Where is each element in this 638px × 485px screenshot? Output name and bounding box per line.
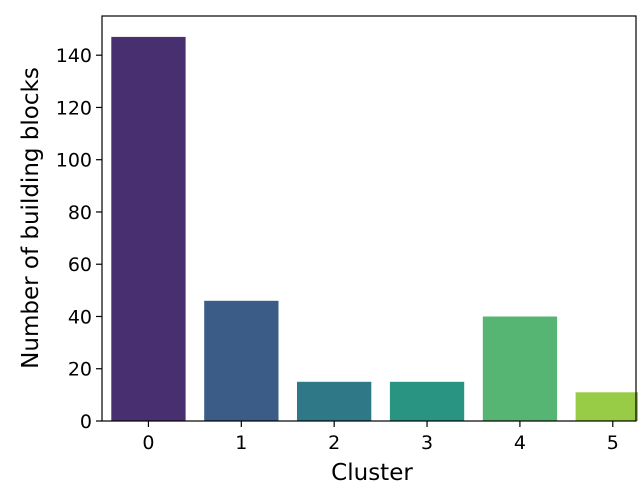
plot-frame [101, 15, 637, 422]
y-axis-ticks: 0 20 40 60 80 100 120 140 [56, 45, 102, 433]
x-axis-title: Cluster [331, 460, 413, 485]
y-tick-label: 100 [56, 150, 92, 172]
x-tick-label: 1 [235, 432, 247, 454]
y-axis-title: Number of building blocks [18, 67, 44, 369]
bar-cluster-5 [575, 392, 638, 421]
bar-cluster-1 [204, 300, 279, 421]
x-tick-label: 0 [142, 432, 154, 454]
bar-cluster-0 [111, 36, 186, 422]
axes-group [101, 15, 637, 422]
bars-group [111, 36, 638, 422]
x-tick-label: 5 [607, 432, 619, 454]
bar-cluster-2 [297, 381, 372, 421]
x-tick-label: 2 [328, 432, 340, 454]
y-tick-label: 20 [68, 359, 92, 381]
x-axis-ticks: 0 1 2 3 4 5 [142, 421, 619, 454]
bar-cluster-3 [389, 381, 465, 421]
y-tick-label: 80 [68, 202, 92, 224]
x-tick-label: 3 [421, 432, 433, 454]
bar-cluster-4 [482, 316, 558, 421]
y-tick-label: 60 [68, 254, 92, 276]
x-tick-label: 4 [514, 432, 526, 454]
y-tick-label: 40 [68, 306, 92, 328]
y-tick-label: 0 [80, 411, 92, 433]
y-tick-label: 140 [56, 45, 92, 67]
y-tick-label: 120 [56, 97, 92, 119]
